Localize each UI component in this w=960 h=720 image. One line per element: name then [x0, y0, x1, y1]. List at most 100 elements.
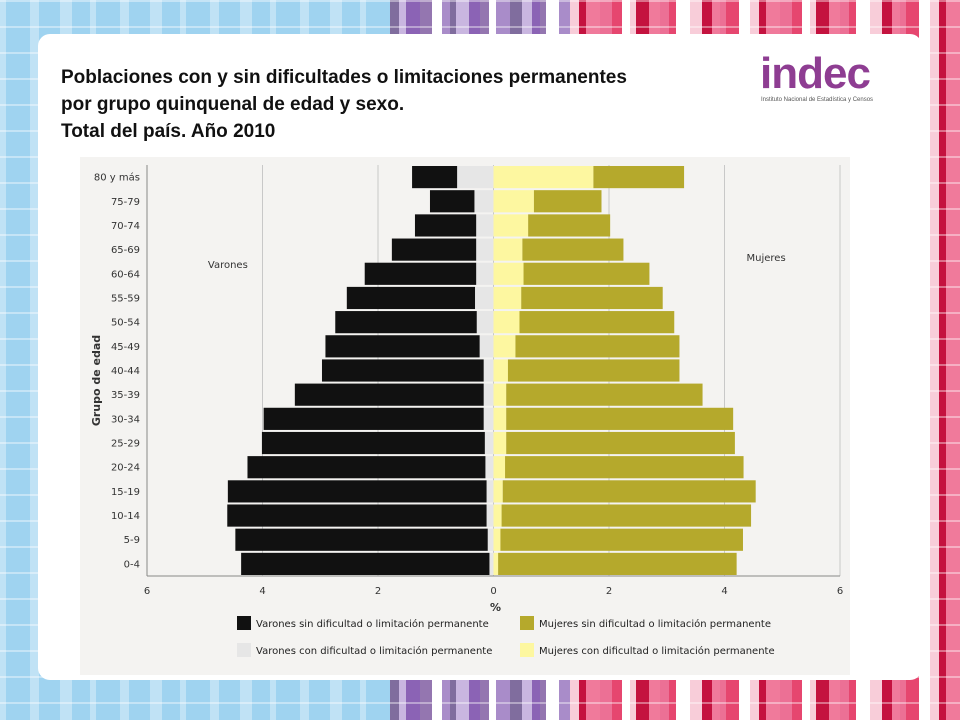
bar-mujeres-con-dificultad: [493, 190, 534, 213]
bar-mujeres-con-dificultad: [493, 480, 503, 503]
y-tick-label: 80 y más: [94, 172, 140, 184]
y-tick-label: 40-44: [111, 366, 140, 377]
bar-varones-con-dificultad: [483, 407, 494, 430]
bar-varones-con-dificultad: [489, 552, 494, 575]
bar-mujeres-sin-dificultad: [593, 166, 685, 189]
bar-varones-sin-dificultad: [391, 238, 477, 261]
bar-mujeres-sin-dificultad: [522, 238, 624, 261]
y-tick-label: 30-34: [111, 414, 140, 425]
bar-mujeres-con-dificultad: [493, 359, 508, 382]
background-stripe-highlight: [0, 0, 6, 720]
bar-mujeres-con-dificultad: [493, 214, 529, 237]
background-stripe: [6, 0, 19, 720]
bar-mujeres-con-dificultad: [493, 166, 594, 189]
bar-varones-con-dificultad: [475, 286, 494, 310]
bar-mujeres-con-dificultad: [493, 262, 524, 285]
bar-mujeres-sin-dificultad: [500, 528, 743, 551]
bar-varones-con-dificultad: [457, 166, 494, 189]
legend-swatch: [520, 616, 534, 630]
bar-varones-sin-dificultad: [346, 286, 476, 310]
title-line-2: por grupo quinquenal de edad y sexo.: [61, 94, 405, 115]
bar-mujeres-con-dificultad: [493, 238, 523, 261]
side-label-varones: Varones: [208, 260, 248, 271]
y-tick-label: 70-74: [111, 221, 140, 232]
logo-wordmark: indec: [760, 49, 871, 98]
x-axis-title: %: [490, 601, 501, 614]
x-tick-label: 6: [837, 586, 843, 597]
bar-varones-con-dificultad: [476, 238, 494, 261]
bar-varones-sin-dificultad: [321, 359, 484, 382]
bar-mujeres-sin-dificultad: [528, 214, 611, 237]
bar-mujeres-sin-dificultad: [506, 383, 703, 406]
bar-mujeres-con-dificultad: [493, 335, 516, 358]
slide-title: Poblaciones con y sin dificultades o lim…: [61, 64, 751, 145]
legend-label: Varones con dificultad o limitación perm…: [256, 645, 492, 657]
background-stripe: [919, 0, 930, 720]
bar-mujeres-sin-dificultad: [505, 456, 744, 479]
bar-mujeres-con-dificultad: [493, 431, 507, 455]
bar-mujeres-sin-dificultad: [506, 407, 734, 430]
bar-varones-con-dificultad: [483, 359, 494, 382]
bar-mujeres-con-dificultad: [493, 286, 522, 310]
bar-mujeres-con-dificultad: [493, 456, 506, 479]
y-tick-label: 55-59: [111, 293, 140, 304]
bar-mujeres-con-dificultad: [493, 383, 507, 406]
legend-label: Mujeres con dificultad o limitación perm…: [539, 645, 775, 657]
bar-mujeres-con-dificultad: [493, 528, 501, 551]
background-stripe: [946, 0, 960, 720]
legend-swatch: [520, 643, 534, 657]
y-axis-title: Grupo de edad: [90, 335, 103, 426]
y-tick-label: 35-39: [111, 390, 140, 401]
bar-mujeres-con-dificultad: [493, 504, 502, 527]
bar-mujeres-sin-dificultad: [502, 480, 756, 503]
bar-varones-con-dificultad: [486, 480, 494, 503]
side-label-mujeres: Mujeres: [747, 253, 786, 264]
bar-mujeres-sin-dificultad: [533, 190, 602, 213]
bar-varones-con-dificultad: [474, 190, 494, 213]
bar-varones-sin-dificultad: [325, 335, 480, 358]
background-stripe-highlight: [930, 0, 939, 720]
x-tick-label: 0: [490, 586, 496, 597]
y-tick-label: 75-79: [111, 197, 140, 208]
y-tick-label: 50-54: [111, 318, 140, 329]
title-line-1: Poblaciones con y sin dificultades o lim…: [61, 67, 627, 88]
logo-subtitle: Instituto Nacional de Estadística y Cens…: [761, 97, 874, 103]
bar-varones-sin-dificultad: [227, 480, 487, 503]
background-stripe: [939, 0, 946, 720]
x-tick-label: 4: [721, 586, 727, 597]
bar-varones-sin-dificultad: [263, 407, 484, 430]
title-line-3: Total del país. Año 2010: [61, 121, 276, 142]
background-stripe: [19, 0, 30, 720]
bar-mujeres-sin-dificultad: [519, 311, 675, 334]
bar-varones-con-dificultad: [486, 504, 494, 527]
bar-varones-sin-dificultad: [247, 456, 486, 479]
background-stripe: [30, 0, 39, 720]
y-tick-label: 15-19: [111, 487, 140, 498]
legend-swatch: [237, 616, 251, 630]
bar-varones-con-dificultad: [487, 528, 494, 551]
x-tick-label: 2: [375, 586, 381, 597]
bar-mujeres-con-dificultad: [493, 552, 499, 575]
x-tick-label: 2: [606, 586, 612, 597]
y-tick-label: 20-24: [111, 463, 140, 474]
y-tick-label: 0-4: [124, 559, 140, 570]
legend-label: Varones sin dificultad o limitación perm…: [256, 618, 489, 630]
bar-varones-con-dificultad: [484, 431, 494, 455]
bar-mujeres-sin-dificultad: [506, 431, 735, 455]
bar-mujeres-sin-dificultad: [507, 359, 680, 382]
chart-area: 80 y más 75-79 70-74 65-69 60-64 55-59 50-54 45…: [80, 157, 850, 675]
x-tick-label: 6: [144, 586, 150, 597]
bar-varones-con-dificultad: [479, 335, 494, 358]
bar-varones-sin-dificultad: [335, 311, 477, 334]
bar-varones-sin-dificultad: [261, 431, 485, 455]
bar-mujeres-sin-dificultad: [521, 286, 663, 310]
bar-mujeres-sin-dificultad: [523, 262, 650, 285]
x-tick-label: 4: [259, 586, 265, 597]
indec-logo: indec Instituto Nacional de Estadística …: [760, 49, 900, 112]
bar-varones-sin-dificultad: [227, 504, 487, 527]
bar-varones-sin-dificultad: [294, 383, 484, 406]
bar-varones-con-dificultad: [476, 311, 494, 334]
bar-varones-con-dificultad: [483, 383, 494, 406]
y-tick-label: 60-64: [111, 269, 140, 280]
bar-varones-sin-dificultad: [414, 214, 477, 237]
